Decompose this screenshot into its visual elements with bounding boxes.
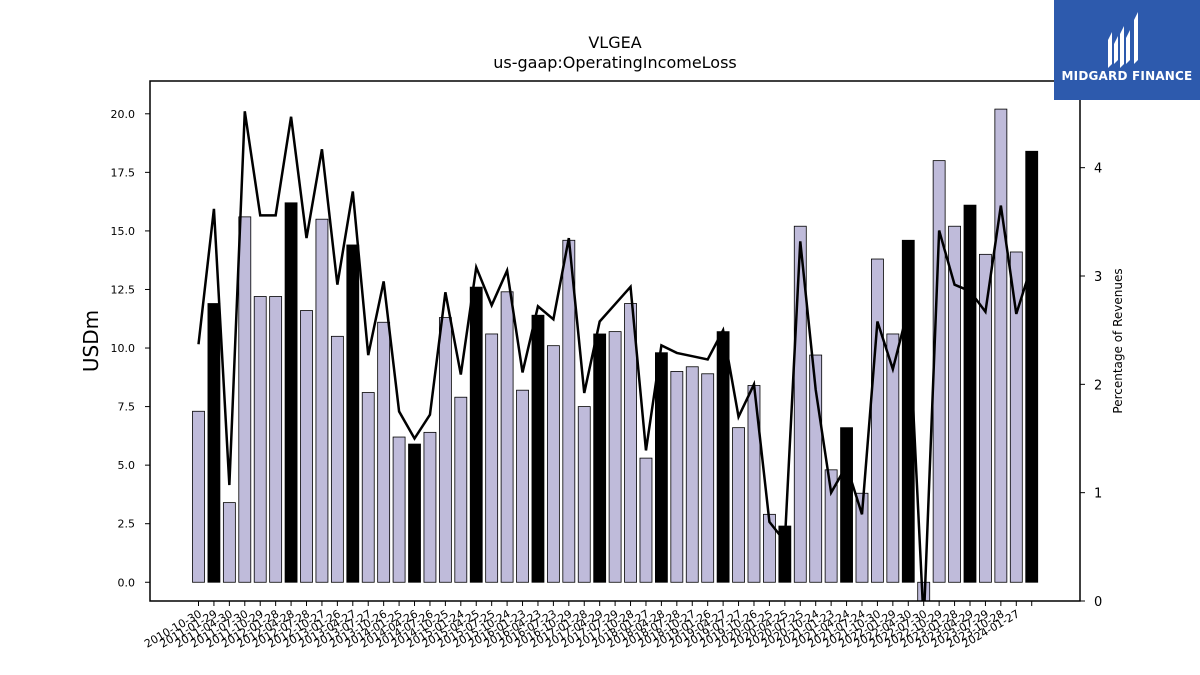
bar [330,335,344,583]
bar [531,314,545,583]
bar [377,321,391,583]
bar [361,392,375,583]
bar [192,410,205,583]
bar [408,443,421,583]
bar [948,225,961,583]
y-tick-label: 10.0 [111,342,136,355]
bar [300,310,313,583]
bar [222,502,236,583]
bar [732,427,745,583]
bar [716,331,730,583]
bar [1025,150,1039,583]
bar [624,303,637,583]
midgard-logo-icon [1108,12,1138,68]
bar [315,218,329,583]
y2-tick-label: 2 [1094,378,1102,393]
bar [871,258,884,583]
bar [1009,251,1023,583]
y-tick-label: 7.5 [118,401,136,414]
brand-logo: MIDGARD FINANCE [1054,0,1200,100]
bar [546,345,560,583]
bar [979,253,992,583]
bar [253,296,267,583]
y-tick-label: 15.0 [111,225,136,238]
chart-subtitle: us-gaap:OperatingIncomeLoss [493,53,737,72]
bar [516,389,529,583]
bar [346,244,360,583]
brand-name: MIDGARD FINANCE [1061,69,1193,83]
bar [577,406,591,583]
y2-tick-label: 1 [1094,487,1102,502]
y2-axis-label: Percentage of Revenues [1111,268,1125,413]
bar [670,371,684,583]
y-tick-label: 5.0 [118,459,136,472]
bar [840,427,853,583]
bar [392,436,406,583]
bar [454,396,468,583]
bar [269,296,283,583]
bar [763,513,776,583]
bar [469,286,483,583]
bar [485,333,499,583]
y-tick-label: 20.0 [111,108,136,121]
bar [855,492,869,583]
y-tick-label: 12.5 [111,283,136,296]
line-series [197,111,1033,601]
bar [238,216,252,583]
y-tick-label: 2.5 [118,518,136,531]
y-tick-label: 0.0 [118,576,136,589]
y-axis: 0.0 2.5 5.0 7.5 10.0 12.5 15.0 17.5 20.0 [111,108,150,589]
bar [886,333,900,583]
y-tick-label: 17.5 [111,166,136,179]
y2-tick-label: 0 [1094,595,1102,610]
bar [685,366,699,583]
bar [824,469,838,583]
y-axis-label: USDm [79,310,103,372]
bar [655,352,668,583]
plot-area [192,108,1039,601]
chart-title: VLGEA [588,33,641,52]
y2-axis: 0 1 2 3 4 [1080,162,1102,610]
bar [438,317,452,583]
bar [500,291,514,583]
bar [639,457,653,583]
y2-tick-label: 3 [1094,270,1102,285]
bar [207,303,221,583]
bar [593,333,607,583]
bar [994,108,1008,583]
bar [608,331,622,583]
bar [423,431,437,583]
bar [932,160,946,583]
x-axis: 2010-10-302011-01-292011-04-302011-07-30… [142,601,1033,651]
bar [963,204,977,583]
y2-tick-label: 4 [1094,162,1102,177]
bar [284,202,298,583]
bar [701,373,715,583]
